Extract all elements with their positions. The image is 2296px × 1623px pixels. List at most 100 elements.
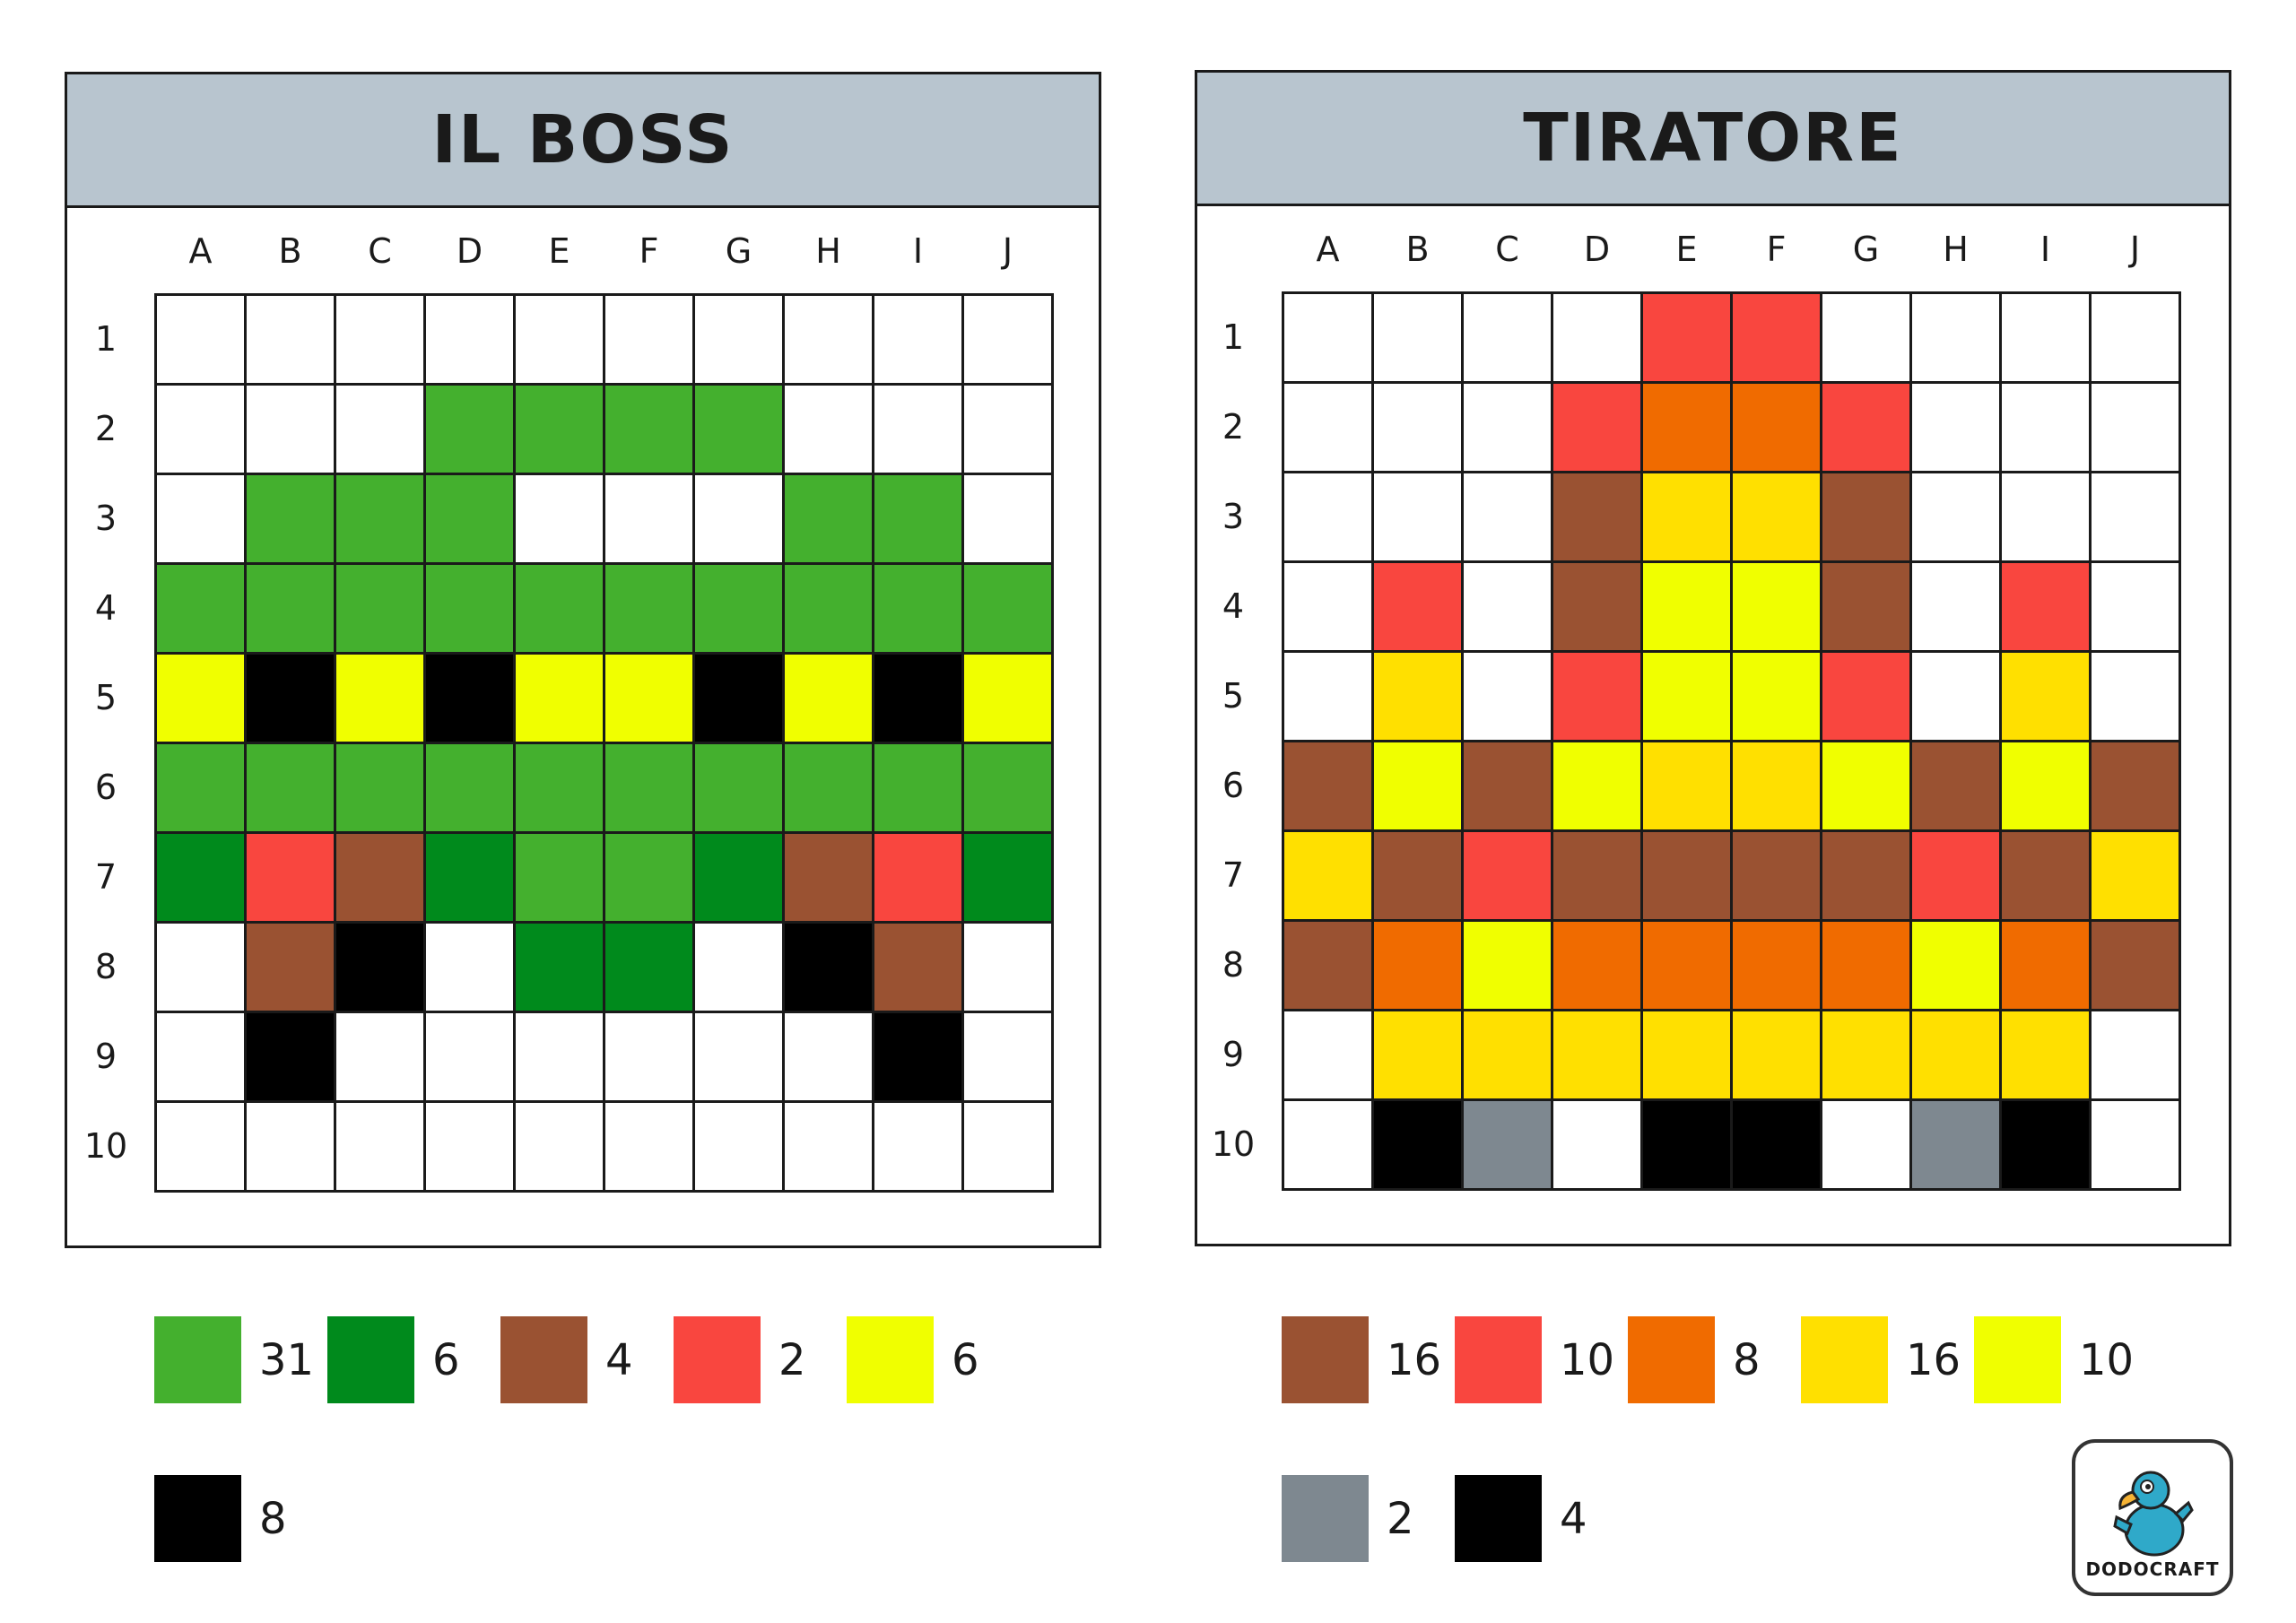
- grid-cell-H9: [785, 1013, 872, 1100]
- grid-cell-E3: [1643, 473, 1730, 560]
- grid-cell-C9: [1464, 1011, 1551, 1098]
- row-label-2: 2: [1222, 407, 1245, 447]
- grid-cell-F7: [1733, 832, 1820, 919]
- grid-cell-D6: [1553, 742, 1640, 829]
- row-label-4: 4: [94, 588, 117, 628]
- grid-cell-I4: [2002, 563, 2089, 650]
- grid-cell-E9: [516, 1013, 603, 1100]
- legend-count: 10: [2079, 1334, 2135, 1385]
- grid-cell-B6: [247, 744, 334, 831]
- grid-cell-C5: [1464, 653, 1551, 740]
- grid-cell-B5: [247, 655, 334, 742]
- grid-cell-J8: [2092, 922, 2179, 1009]
- legend-count: 2: [778, 1334, 806, 1385]
- grid-cell-H7: [1912, 832, 1999, 919]
- legend-swatch: [327, 1316, 414, 1403]
- grid-cell-I9: [2002, 1011, 2089, 1098]
- grid-cell-C7: [1464, 832, 1551, 919]
- grid-cell-E7: [1643, 832, 1730, 919]
- grid-cell-D9: [426, 1013, 513, 1100]
- grid-cell-A9: [1284, 1011, 1371, 1098]
- column-label-B: B: [1405, 230, 1430, 269]
- grid-cell-B10: [1374, 1101, 1461, 1188]
- grid-cell-A6: [157, 744, 244, 831]
- grid-cell-A4: [1284, 563, 1371, 650]
- grid-cell-F6: [605, 744, 692, 831]
- grid-cell-I2: [874, 386, 961, 473]
- legend-count: 2: [1387, 1493, 1414, 1544]
- grid-cell-C2: [1464, 384, 1551, 471]
- grid-cell-H9: [1912, 1011, 1999, 1098]
- column-label-J: J: [1002, 231, 1013, 271]
- grid-cell-G7: [695, 834, 782, 921]
- legend-swatch: [154, 1316, 241, 1403]
- grid-cell-F3: [605, 475, 692, 562]
- grid-cell-H6: [785, 744, 872, 831]
- grid-cell-B9: [247, 1013, 334, 1100]
- grid-cell-A8: [1284, 922, 1371, 1009]
- tiratore-header: TIRATORE: [1197, 73, 2229, 206]
- grid-cell-E10: [516, 1103, 603, 1190]
- row-label-5: 5: [94, 678, 117, 717]
- grid-cell-C2: [336, 386, 423, 473]
- column-label-C: C: [1495, 230, 1519, 269]
- grid-cell-B10: [247, 1103, 334, 1190]
- grid-cell-C4: [1464, 563, 1551, 650]
- dodo-bird-icon: [2113, 1471, 2194, 1557]
- legend-count: 6: [952, 1334, 979, 1385]
- grid-cell-H5: [785, 655, 872, 742]
- grid-cell-E1: [1643, 294, 1730, 381]
- grid-cell-C10: [336, 1103, 423, 1190]
- column-label-G: G: [725, 231, 752, 271]
- grid-cell-G8: [695, 924, 782, 1011]
- grid-cell-C1: [1464, 294, 1551, 381]
- grid-cell-J4: [2092, 563, 2179, 650]
- grid-cell-E6: [516, 744, 603, 831]
- grid-cell-H10: [1912, 1101, 1999, 1188]
- grid-cell-G1: [695, 296, 782, 383]
- grid-cell-A6: [1284, 742, 1371, 829]
- row-label-5: 5: [1222, 676, 1245, 716]
- grid-cell-G10: [1822, 1101, 1909, 1188]
- grid-cell-E5: [516, 655, 603, 742]
- legend-swatch: [1801, 1316, 1888, 1403]
- grid-cell-C3: [336, 475, 423, 562]
- grid-cell-J3: [964, 475, 1051, 562]
- row-label-7: 7: [1222, 855, 1245, 895]
- legend-count: 8: [1733, 1334, 1761, 1385]
- grid-cell-D3: [1553, 473, 1640, 560]
- grid-cell-A4: [157, 565, 244, 652]
- legend-count: 4: [1560, 1493, 1587, 1544]
- grid-cell-F10: [605, 1103, 692, 1190]
- legend-count: 8: [259, 1493, 287, 1544]
- grid-cell-G4: [1822, 563, 1909, 650]
- row-label-4: 4: [1222, 586, 1245, 626]
- grid-cell-C5: [336, 655, 423, 742]
- grid-cell-G9: [695, 1013, 782, 1100]
- grid-cell-B8: [247, 924, 334, 1011]
- legend-item: 16: [1801, 1316, 1978, 1403]
- column-label-I: I: [912, 231, 924, 271]
- grid-cell-F6: [1733, 742, 1820, 829]
- column-label-J: J: [2129, 230, 2141, 269]
- grid-cell-A2: [1284, 384, 1371, 471]
- grid-cell-D5: [1553, 653, 1640, 740]
- row-label-10: 10: [1211, 1124, 1256, 1164]
- grid-cell-A5: [157, 655, 244, 742]
- grid-cell-C4: [336, 565, 423, 652]
- grid-cell-F9: [1733, 1011, 1820, 1098]
- legend-item: 8: [154, 1475, 331, 1562]
- legend-swatch: [154, 1475, 241, 1562]
- grid-cell-I3: [2002, 473, 2089, 560]
- grid-cell-D8: [1553, 922, 1640, 1009]
- legend-swatch: [1282, 1316, 1369, 1403]
- grid-cell-C7: [336, 834, 423, 921]
- grid-cell-D6: [426, 744, 513, 831]
- grid-cell-B8: [1374, 922, 1461, 1009]
- grid-cell-I6: [2002, 742, 2089, 829]
- grid-cell-F4: [605, 565, 692, 652]
- grid-cell-B4: [247, 565, 334, 652]
- row-label-1: 1: [94, 319, 117, 359]
- column-label-A: A: [1316, 230, 1340, 269]
- grid-cell-H1: [1912, 294, 1999, 381]
